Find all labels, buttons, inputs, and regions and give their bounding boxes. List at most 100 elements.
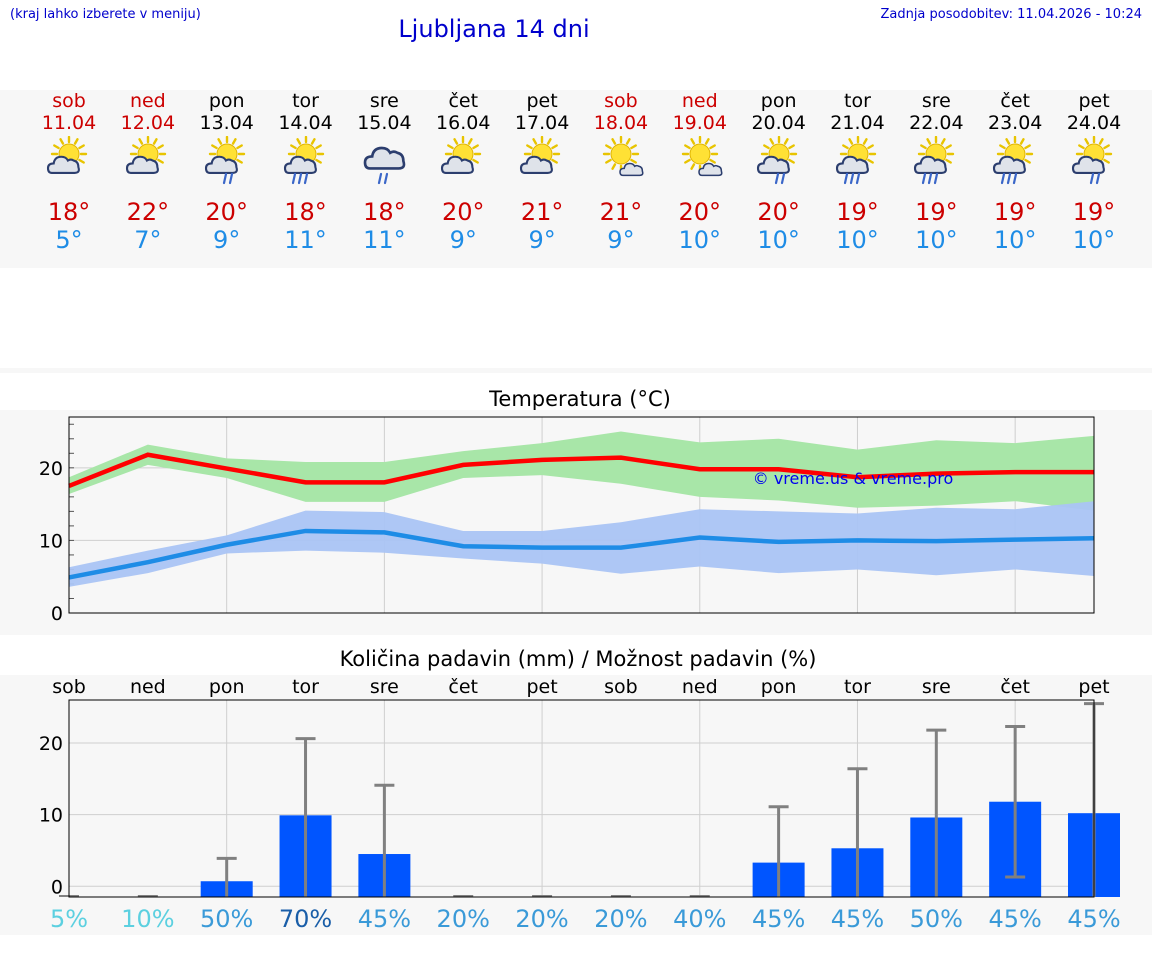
sun-cloud-heavy-rain-icon xyxy=(833,135,885,190)
sun-cloud-heavy-rain-icon xyxy=(281,135,333,190)
precipitation-probability: 45% xyxy=(988,905,1042,933)
precipitation-probability: 5% xyxy=(49,905,89,933)
sun-cloud-heavy-rain-icon xyxy=(990,135,1042,190)
day-date: 22.04 xyxy=(909,112,964,134)
x-tick-label: pon xyxy=(209,676,245,698)
min-temperature: 5° xyxy=(55,226,83,254)
last-updated-value: 11.04.2026 - 10:24 xyxy=(1017,7,1142,22)
min-temperature: 9° xyxy=(213,226,241,254)
max-temperature: 19° xyxy=(993,198,1037,226)
day-name: ned xyxy=(681,90,718,112)
sun-cloud-icon xyxy=(517,135,569,190)
min-temperature: 9° xyxy=(449,226,477,254)
day-date: 19.04 xyxy=(672,112,727,134)
y-tick-label: 10 xyxy=(39,805,63,827)
day-date: 13.04 xyxy=(199,112,254,134)
precipitation-probability: 10% xyxy=(121,905,175,933)
min-temperature: 9° xyxy=(607,226,635,254)
day-name: tor xyxy=(844,90,871,112)
max-temperature: 18° xyxy=(47,198,91,226)
sun-cloud-heavy-rain-icon xyxy=(911,135,963,190)
max-temperature: 20° xyxy=(757,198,800,226)
max-temperature-range-band xyxy=(69,431,1094,511)
max-temperature: 21° xyxy=(599,198,643,226)
precipitation-probability: 45% xyxy=(830,905,885,933)
max-temperature: 19° xyxy=(915,198,958,226)
min-temperature-line xyxy=(68,528,1095,580)
sun-cloud-icon xyxy=(438,135,490,190)
x-tick-label: sre xyxy=(370,676,399,698)
day-date: 16.04 xyxy=(436,112,491,134)
max-temperature: 19° xyxy=(1072,198,1116,226)
max-temperature: 22° xyxy=(126,198,170,226)
sun-cloud-small-icon xyxy=(675,135,727,190)
precipitation-probability: 45% xyxy=(1067,905,1121,933)
daily-forecast-strip: sob 11.04 18° 5° ned 12.04 22° 7° pon 13.04 20° 9° t… xyxy=(0,90,1152,268)
day-name: sre xyxy=(369,90,399,112)
y-tick-label: 0 xyxy=(51,603,63,625)
precipitation-probability: 45% xyxy=(357,905,412,933)
x-tick-label: tor xyxy=(292,676,319,698)
max-temperature: 18° xyxy=(284,198,327,226)
sun-cloud-icon xyxy=(44,135,96,190)
x-tick-label: sre xyxy=(922,676,951,698)
cloud-rain-icon xyxy=(359,136,411,190)
max-temperature: 20° xyxy=(441,198,485,226)
day-date: 21.04 xyxy=(830,112,885,134)
precipitation-probability: 20% xyxy=(515,905,569,933)
min-temperature: 11° xyxy=(363,226,406,254)
sun-cloud-rain-icon xyxy=(1069,135,1121,190)
temperature-chart-title: Temperatura (°C) xyxy=(489,387,671,411)
max-temperature: 21° xyxy=(520,198,564,226)
x-tick-label: pon xyxy=(761,676,797,698)
min-temperature: 10° xyxy=(678,226,722,254)
x-tick-label: pet xyxy=(1078,676,1109,698)
x-tick-label: sob xyxy=(604,676,638,698)
day-date: 23.04 xyxy=(987,112,1043,134)
day-name: sob xyxy=(52,90,86,112)
x-tick-label: sob xyxy=(52,676,86,698)
day-date: 12.04 xyxy=(120,112,176,134)
day-name: pet xyxy=(526,90,558,112)
x-tick-label: čet xyxy=(1000,676,1030,698)
precipitation-probability: 70% xyxy=(278,905,333,933)
x-tick-label: tor xyxy=(844,676,871,698)
day-date: 20.04 xyxy=(751,112,806,134)
page-title: Ljubljana 14 dni xyxy=(398,15,590,43)
min-temperature: 7° xyxy=(134,226,162,254)
day-date: 11.04 xyxy=(41,112,97,134)
max-temperature: 20° xyxy=(205,198,248,226)
precipitation-probability: 20% xyxy=(436,905,490,933)
min-temperature: 9° xyxy=(528,226,556,254)
day-name: pet xyxy=(1078,90,1110,112)
x-tick-label: čet xyxy=(448,676,478,698)
last-updated-label: Zadnja posodobitev: xyxy=(880,7,1013,22)
location-hint: (kraj lahko izberete v meniju) xyxy=(10,7,201,22)
precipitation-probability: 45% xyxy=(751,905,806,933)
watermark-text: © vreme.us & vreme.pro xyxy=(753,469,954,488)
x-tick-label: ned xyxy=(130,676,166,698)
last-updated: Zadnja posodobitev: 11.04.2026 - 10:24 xyxy=(880,7,1142,22)
y-tick-label: 20 xyxy=(39,733,63,755)
temperature-chart: 0 10 20 © vreme.us & vreme.pro xyxy=(39,416,1095,625)
day-date: 15.04 xyxy=(357,112,412,134)
sun-cloud-small-icon xyxy=(596,135,648,190)
max-temperature-line xyxy=(68,452,1094,489)
day-name: pon xyxy=(208,90,245,112)
max-temperature: 20° xyxy=(678,198,722,226)
precipitation-chart: 0 10 20 sob ned pon tor sre čet pet sob ned pon tor sr… xyxy=(39,676,1120,898)
min-temperature: 11° xyxy=(284,226,327,254)
sun-cloud-rain-icon xyxy=(754,135,806,190)
max-temperature: 19° xyxy=(836,198,879,226)
min-temperature: 10° xyxy=(836,226,879,254)
x-tick-label: pet xyxy=(526,676,557,698)
y-tick-label: 0 xyxy=(51,876,63,898)
min-temperature: 10° xyxy=(1072,226,1116,254)
min-temperature: 10° xyxy=(993,226,1037,254)
day-date: 18.04 xyxy=(593,112,649,134)
day-name: tor xyxy=(292,90,319,112)
day-name: pon xyxy=(760,90,797,112)
day-name: sre xyxy=(921,90,951,112)
day-name: ned xyxy=(129,90,166,112)
min-temperature: 10° xyxy=(757,226,800,254)
